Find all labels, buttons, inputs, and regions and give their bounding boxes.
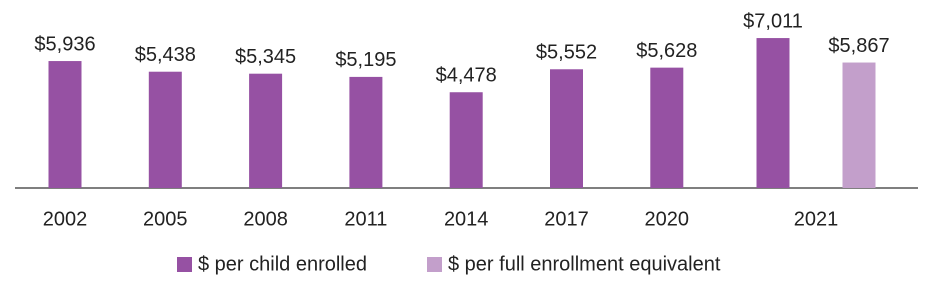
value-label: $5,867 (828, 35, 889, 57)
bar (449, 92, 483, 188)
x-tick-label: 2020 (645, 208, 690, 230)
value-label: $5,345 (235, 46, 296, 68)
bar (650, 67, 684, 188)
legend-label: $ per child enrolled (198, 253, 367, 275)
legend-swatch (427, 257, 442, 272)
x-tick-label: 2005 (143, 208, 188, 230)
bar (48, 61, 82, 189)
bar (148, 71, 182, 188)
legend-swatch (177, 257, 192, 272)
value-label: $5,438 (135, 44, 196, 66)
value-label: $5,936 (34, 33, 95, 55)
value-label: $7,011 (743, 10, 803, 32)
x-tick-label: 2008 (243, 208, 288, 230)
value-label: $4,478 (436, 65, 497, 87)
bar (550, 69, 583, 188)
x-tick-label: 2011 (344, 208, 387, 230)
value-label: $5,552 (536, 42, 597, 64)
x-tick-label: 2014 (444, 208, 489, 230)
bar (756, 38, 790, 188)
bar (349, 76, 383, 188)
value-label: $5,195 (335, 49, 396, 71)
bar (842, 62, 876, 188)
legend-label: $ per full enrollment equivalent (448, 253, 721, 275)
x-tick-label: 2017 (544, 208, 589, 230)
x-tick-label: 2002 (43, 208, 88, 230)
value-label: $5,628 (636, 40, 697, 62)
bar (249, 73, 283, 188)
x-tick-label: 2021 (794, 208, 839, 230)
